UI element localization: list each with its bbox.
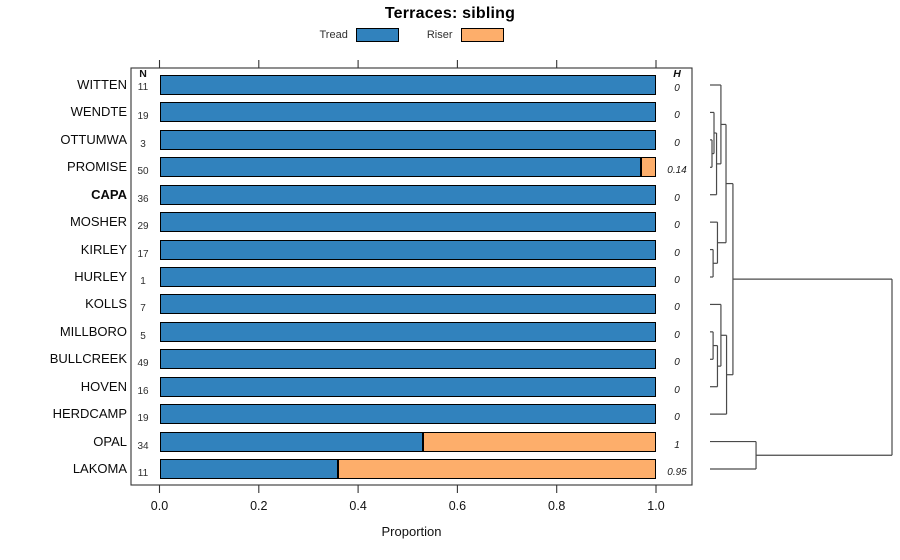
h-value: 0.95 — [667, 467, 687, 478]
n-value: 19 — [137, 111, 149, 123]
legend-label: Tread — [319, 29, 348, 41]
x-axis-title: Proportion — [381, 524, 442, 539]
x-tick-label: 0.2 — [250, 499, 268, 513]
h-value: 1 — [674, 439, 680, 451]
tread-bar-segment — [159, 459, 339, 479]
plot-box — [130, 67, 693, 486]
site-label: WITTEN — [77, 77, 127, 92]
n-value: 34 — [137, 440, 149, 452]
h-value: 0.14 — [667, 165, 687, 177]
tread-bar-segment — [159, 212, 656, 233]
legend-item-tread: Tread — [320, 28, 399, 42]
tread-bar-segment — [159, 294, 656, 315]
x-tick-label: 0.8 — [547, 499, 566, 513]
n-value: 16 — [137, 385, 149, 397]
h-value: 0 — [674, 329, 680, 341]
n-value: 49 — [137, 358, 149, 370]
h-value: 0 — [674, 220, 680, 232]
n-value: 36 — [137, 193, 149, 205]
site-label: WENDTE — [70, 104, 127, 120]
tread-bar-segment — [159, 102, 656, 123]
tread-bar-segment — [159, 321, 656, 342]
legend-item-riser: Riser — [427, 28, 504, 42]
h-value: 0 — [674, 247, 680, 259]
tread-bar-segment — [159, 239, 656, 260]
n-column-header: N — [139, 68, 147, 80]
tread-bar-segment — [159, 404, 656, 425]
tread-bar-segment — [159, 349, 656, 370]
site-label: MILLBORO — [59, 323, 127, 339]
h-value: 0 — [674, 412, 680, 424]
site-label: OTTUMWA — [60, 131, 127, 147]
site-label: KIRLEY — [80, 241, 127, 257]
n-value: 50 — [137, 166, 149, 178]
tread-bar-segment — [159, 431, 423, 452]
n-value: 29 — [137, 221, 149, 233]
x-tick-label: 0.6 — [448, 499, 467, 513]
site-label: OPAL — [93, 433, 127, 449]
n-value: 11 — [137, 82, 149, 93]
tread-bar-segment — [159, 376, 656, 397]
h-value: 0 — [674, 137, 680, 149]
h-value: 0 — [674, 275, 680, 286]
h-value: 0 — [674, 83, 680, 94]
site-label: HURLEY — [74, 269, 127, 284]
x-tick-label: 1.0 — [647, 499, 665, 513]
x-tick-label: 0.0 — [150, 499, 169, 513]
n-value: 1 — [140, 276, 146, 287]
n-value: 7 — [140, 303, 146, 315]
riser-bar-segment — [338, 459, 656, 479]
riser-bar-segment — [422, 431, 656, 452]
site-label: PROMISE — [67, 159, 127, 175]
legend: Tread Riser — [131, 26, 692, 44]
tread-bar-segment — [159, 75, 656, 95]
site-label: MOSHER — [69, 214, 127, 230]
site-label: CAPA — [91, 186, 127, 202]
h-value: 0 — [674, 302, 680, 314]
h-value: 0 — [674, 110, 680, 122]
riser-color-swatch — [460, 28, 504, 42]
n-value: 3 — [140, 138, 146, 150]
tread-bar-segment — [159, 157, 642, 178]
n-value: 11 — [137, 468, 149, 479]
legend-label: Riser — [426, 29, 453, 41]
n-value: 17 — [137, 248, 149, 260]
site-label: HERDCAMP — [52, 406, 127, 422]
site-label: HOVEN — [80, 378, 127, 394]
tread-bar-segment — [159, 267, 656, 287]
h-value: 0 — [674, 357, 680, 369]
n-value: 5 — [140, 330, 146, 342]
site-label: BULLCREEK — [49, 351, 127, 367]
n-value: 19 — [137, 413, 149, 425]
tread-color-swatch — [355, 28, 399, 42]
site-label: LAKOMA — [72, 461, 127, 476]
h-value: 0 — [674, 384, 680, 396]
site-label: KOLLS — [85, 296, 127, 312]
chart-title: Terraces: sibling — [384, 5, 516, 22]
tread-bar-segment — [159, 184, 656, 205]
h-column-header: H — [673, 68, 681, 80]
x-tick-label: 0.4 — [349, 499, 367, 513]
h-value: 0 — [674, 192, 680, 204]
tread-bar-segment — [159, 129, 656, 150]
riser-bar-segment — [641, 157, 656, 178]
